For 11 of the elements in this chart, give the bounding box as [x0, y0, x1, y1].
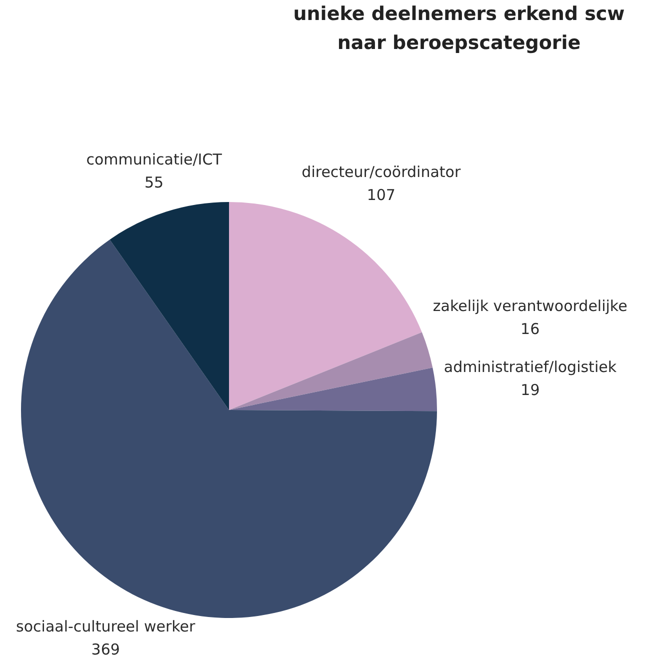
slice-label: zakelijk verantwoordelijke: [432, 297, 628, 316]
data-label: 107: [366, 186, 396, 204]
data-label: 55: [144, 174, 164, 192]
slice-label: communicatie/ICT: [86, 150, 223, 169]
slice-label: directeur/coördinator: [302, 163, 462, 182]
data-label: 369: [91, 640, 120, 658]
slice-label: administratief/logistiek: [444, 358, 617, 376]
slice-label: sociaal-cultureel werker: [16, 617, 196, 636]
chart-title: unieke deelnemers erkend scw naar beroepscategorie: [292, 2, 626, 56]
data-label: 16: [520, 320, 540, 338]
data-label: 19: [520, 381, 540, 400]
